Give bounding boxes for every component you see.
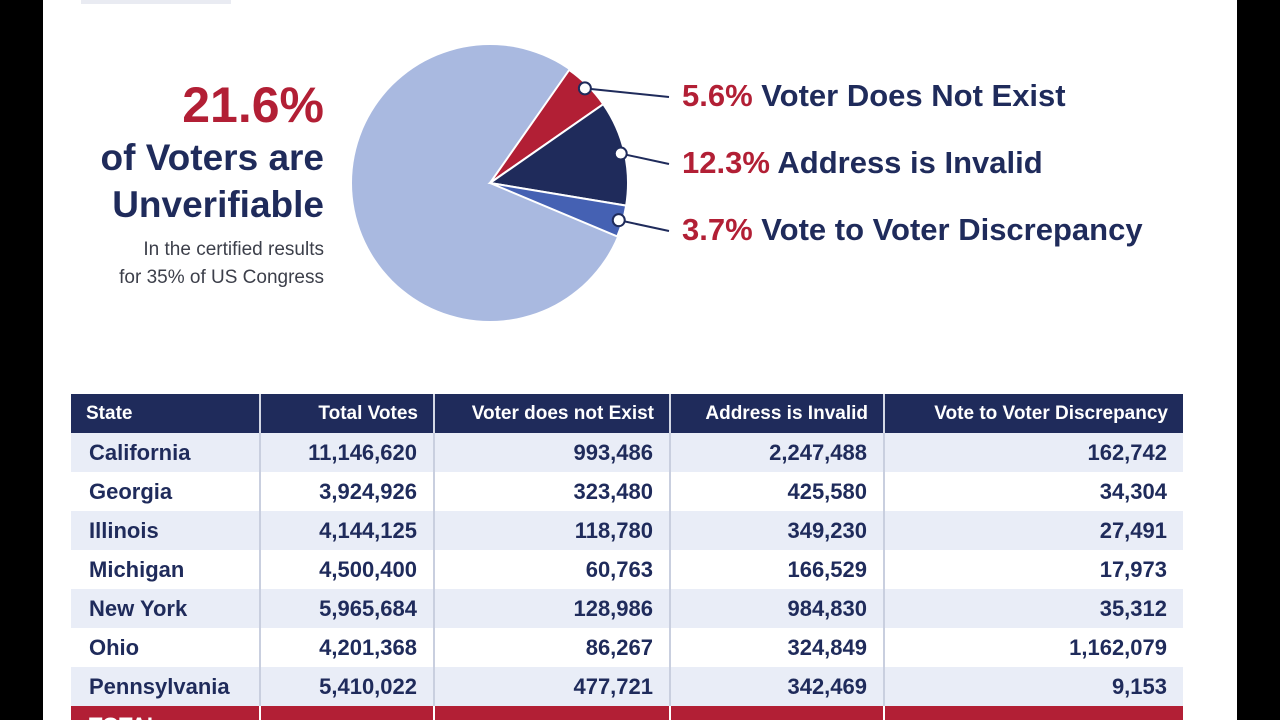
column-header: Total Votes — [260, 394, 435, 433]
callout-dot-3 — [611, 213, 626, 228]
headline-line-1: of Voters are — [100, 137, 324, 178]
table-cell: 993,486 — [434, 433, 671, 472]
callout-line-3 — [618, 219, 670, 232]
table-row: New York 5,965,684 128,986 984,830 35,312 — [71, 589, 1183, 628]
table-cell: 34,304 — [884, 472, 1183, 511]
column-header: Voter does not Exist — [434, 394, 671, 433]
table-cell: 17,973 — [884, 550, 1183, 589]
table-cell: 323,480 — [434, 472, 671, 511]
table-cell: 35,312 — [884, 589, 1183, 628]
table-cell: 162,742 — [884, 433, 1183, 472]
table-cell: 11,146,620 — [260, 433, 435, 472]
headline-percent: 21.6% — [182, 77, 324, 133]
legend-value: 5.6% — [682, 78, 762, 113]
table-cell: Pennsylvania — [71, 667, 261, 706]
table-cell: 1,162,079 — [884, 628, 1183, 667]
legend-entry-2: 12.3% Address is Invalid — [682, 145, 1043, 181]
table-cell: 2,247,488 — [670, 433, 885, 472]
subheadline: In the certified results for 35% of US C… — [43, 236, 324, 292]
table-cell: Illinois — [71, 511, 261, 550]
legend-label: Vote to Voter Discrepancy — [761, 212, 1143, 247]
table-cell: 5,965,684 — [260, 589, 435, 628]
top-strip — [81, 0, 231, 4]
table-cell: Georgia — [71, 472, 261, 511]
table-row: Georgia 3,924,926 323,480 425,580 34,304 — [71, 472, 1183, 511]
infographic-page: 21.6% of Voters are Unverifiable In the … — [43, 0, 1237, 720]
table-cell: 425,580 — [670, 472, 885, 511]
column-header: Address is Invalid — [670, 394, 885, 433]
table-cell: 4,500,400 — [260, 550, 435, 589]
callout-dot-2 — [613, 146, 628, 161]
table-row: Ohio 4,201,368 86,267 324,849 1,162,079 — [71, 628, 1183, 667]
total-cell — [260, 706, 435, 720]
table-cell: 984,830 — [670, 589, 885, 628]
table-cell: 60,763 — [434, 550, 671, 589]
table-header-row: State Total Votes Voter does not Exist Addr… — [71, 394, 1183, 433]
column-header: Vote to Voter Discrepancy — [884, 394, 1183, 433]
table-cell: 477,721 — [434, 667, 671, 706]
pie-chart — [352, 45, 670, 321]
total-cell — [670, 706, 885, 720]
legend-label: Address is Invalid — [777, 145, 1043, 180]
total-cell — [884, 706, 1183, 720]
table-cell: 27,491 — [884, 511, 1183, 550]
table-cell: New York — [71, 589, 261, 628]
table-cell: 9,153 — [884, 667, 1183, 706]
table-row: Michigan 4,500,400 60,763 166,529 17,973 — [71, 550, 1183, 589]
state-table: State Total Votes Voter does not Exist Addr… — [71, 394, 1183, 720]
legend-value: 12.3% — [682, 145, 778, 180]
callout-line-2 — [620, 152, 670, 165]
table-cell: 128,986 — [434, 589, 671, 628]
legend-label: Voter Does Not Exist — [761, 78, 1066, 113]
column-header: State — [71, 394, 261, 433]
table-cell: 3,924,926 — [260, 472, 435, 511]
table-cell: 324,849 — [670, 628, 885, 667]
table-cell: Michigan — [71, 550, 261, 589]
total-cell: TOTAL — [71, 706, 261, 720]
subheadline-line-1: In the certified results — [143, 239, 324, 260]
callout-line-1 — [584, 87, 670, 98]
headline: 21.6% of Voters are Unverifiable — [43, 76, 324, 228]
headline-line-2: Unverifiable — [112, 184, 324, 225]
table-cell: 5,410,022 — [260, 667, 435, 706]
table-cell: 166,529 — [670, 550, 885, 589]
table-row: Pennsylvania 5,410,022 477,721 342,469 9,153 — [71, 667, 1183, 706]
table-cell: 342,469 — [670, 667, 885, 706]
table-cell: Ohio — [71, 628, 261, 667]
legend-entry-1: 5.6% Voter Does Not Exist — [682, 78, 1066, 114]
legend-entry-3: 3.7% Vote to Voter Discrepancy — [682, 212, 1143, 248]
table-cell: 349,230 — [670, 511, 885, 550]
callout-dot-1 — [577, 81, 592, 96]
table-cell: 4,144,125 — [260, 511, 435, 550]
table-cell: 118,780 — [434, 511, 671, 550]
table-row: Illinois 4,144,125 118,780 349,230 27,491 — [71, 511, 1183, 550]
table-cell: 4,201,368 — [260, 628, 435, 667]
table-cell: 86,267 — [434, 628, 671, 667]
table-row: California 11,146,620 993,486 2,247,488 162,… — [71, 433, 1183, 472]
legend-value: 3.7% — [682, 212, 762, 247]
table-cell: California — [71, 433, 261, 472]
subheadline-line-2: for 35% of US Congress — [119, 267, 324, 288]
total-row: TOTAL — [71, 706, 1183, 720]
total-cell — [434, 706, 671, 720]
